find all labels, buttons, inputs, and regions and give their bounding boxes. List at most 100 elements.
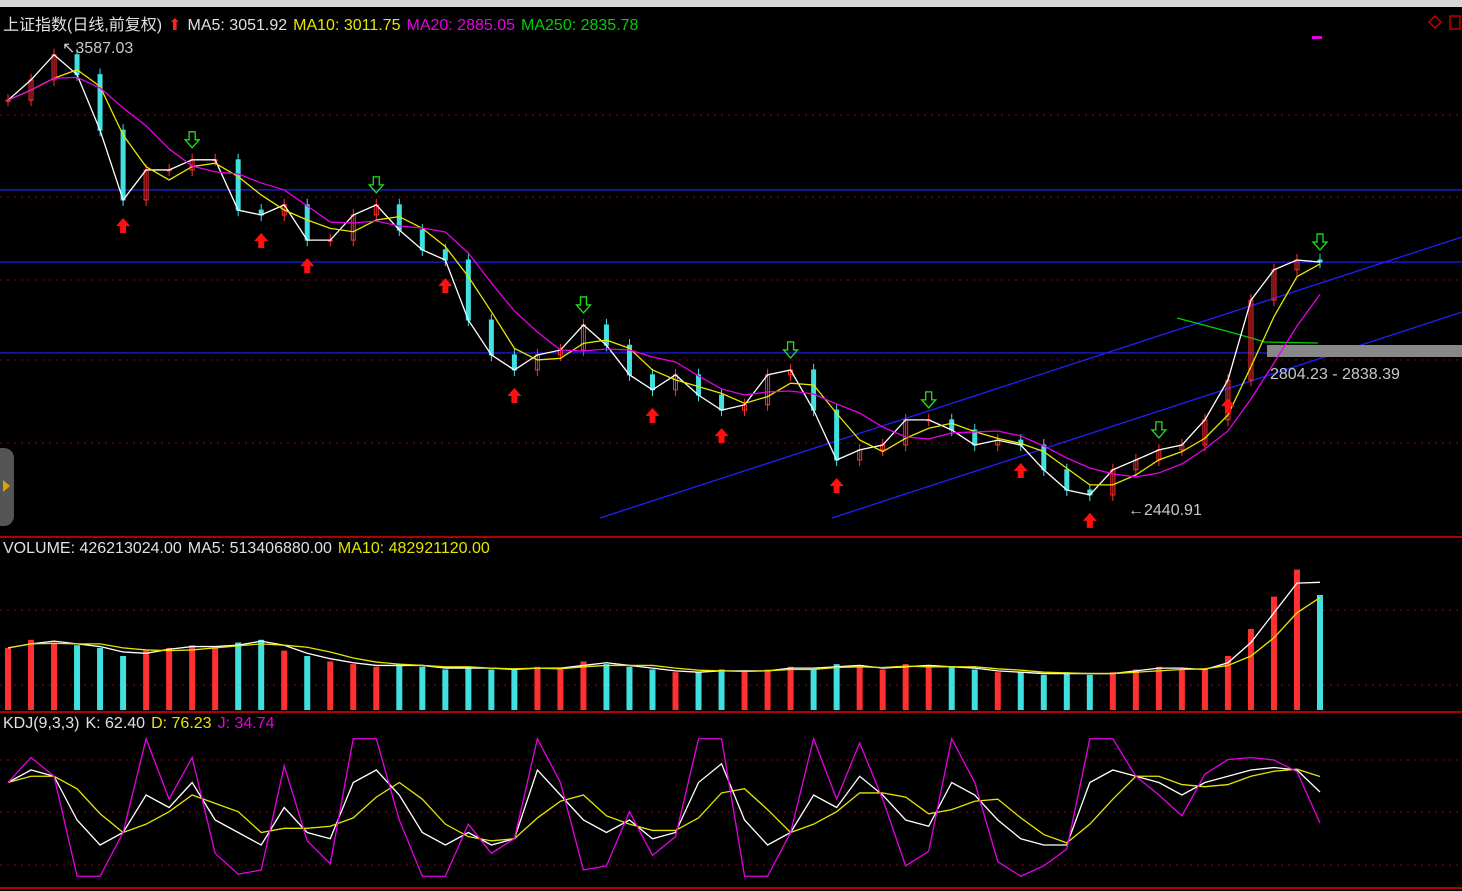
volume-bar xyxy=(925,666,932,710)
volume-bar xyxy=(1224,656,1231,710)
candle xyxy=(511,354,517,371)
buy-signal-arrow-icon xyxy=(1013,463,1028,479)
kdj-header: KDJ(9,3,3) K: 62.40 D: 76.23 J: 34.74 xyxy=(3,715,281,733)
square-icon[interactable] xyxy=(1449,15,1461,30)
kdj-k-value: K: 62.40 xyxy=(85,715,146,732)
volume-bar xyxy=(879,669,886,710)
ma10-value: MA10: 3011.75 xyxy=(293,17,401,34)
volume-bar xyxy=(1247,629,1254,710)
buy-signal-arrow-icon xyxy=(438,278,453,294)
candle xyxy=(603,324,609,346)
candle xyxy=(1064,469,1070,491)
volume-ma5-line xyxy=(7,581,1321,675)
volume-bar xyxy=(419,666,426,710)
volume-bar xyxy=(626,666,633,710)
volume-bar xyxy=(787,666,794,710)
candle xyxy=(949,419,955,431)
kdj-d-value: D: 76.23 xyxy=(151,715,212,732)
window-top-bar xyxy=(0,0,1462,7)
volume-bar xyxy=(373,666,380,710)
volume-bar xyxy=(764,669,771,710)
volume-bar xyxy=(971,669,978,710)
volume-bar xyxy=(304,656,311,710)
low-price-label: ←2440.91 xyxy=(1128,502,1202,519)
volume-bar xyxy=(281,650,288,710)
kdj-j-value: J: 34.74 xyxy=(217,715,275,732)
volume-bar xyxy=(994,672,1001,710)
buy-signal-arrow-icon xyxy=(1082,512,1097,528)
sell-signal-arrow-icon xyxy=(782,341,800,359)
kdj-panel xyxy=(7,736,1321,877)
side-panel-toggle[interactable] xyxy=(0,448,14,526)
volume-bar xyxy=(1155,666,1162,710)
ma10-line xyxy=(7,69,1321,486)
ma20-value: MA20: 2885.05 xyxy=(406,17,516,34)
volume-bar xyxy=(74,645,81,710)
candle xyxy=(719,394,725,411)
buy-signal-arrow-icon xyxy=(254,232,269,248)
volume-bar xyxy=(350,664,357,710)
ma5-value: MA5: 3051.92 xyxy=(187,17,288,34)
buy-signal-arrow-icon xyxy=(507,387,522,403)
buy-signal-arrow-icon xyxy=(645,407,660,423)
trendline-upper[interactable] xyxy=(599,236,1462,519)
sell-signal-arrow-icon xyxy=(920,391,938,409)
volume-bar xyxy=(212,647,219,710)
volume-bar xyxy=(396,664,403,710)
volume-bar xyxy=(649,669,656,710)
volume-bar xyxy=(1040,674,1047,710)
candle xyxy=(97,74,103,131)
volume-bar xyxy=(741,672,748,710)
range-label: 2804.23 - 2838.39 xyxy=(1270,366,1400,383)
volume-bar xyxy=(465,666,472,710)
volume-ma10-value: MA10: 482921120.00 xyxy=(337,540,490,557)
marker-icon xyxy=(1312,36,1322,39)
volume-bar xyxy=(5,647,11,710)
diamond-icon[interactable] xyxy=(1427,14,1443,30)
price-panel xyxy=(5,48,1329,528)
trendline-lower[interactable] xyxy=(831,311,1462,519)
candle xyxy=(811,369,817,411)
volume-bar xyxy=(189,645,196,710)
volume-bar xyxy=(511,669,518,710)
volume-value: VOLUME: 426213024.00 xyxy=(3,540,182,557)
volume-ma5-value: MA5: 513406880.00 xyxy=(187,540,332,557)
volume-bar xyxy=(442,669,449,710)
volume-header: VOLUME: 426213024.00 MA5: 513406880.00 MA1… xyxy=(3,540,496,558)
price-header: 上证指数(日线,前复权) ⬆ MA5: 3051.92 MA10: 3011.75 MA… xyxy=(3,11,644,35)
sell-signal-arrow-icon xyxy=(575,296,592,314)
candle xyxy=(834,409,840,461)
volume-bar xyxy=(1017,672,1024,710)
up-arrow-icon: ⬆ xyxy=(168,17,182,34)
candle xyxy=(304,204,310,241)
volume-bar xyxy=(902,664,909,710)
candle xyxy=(465,259,471,321)
volume-bar xyxy=(97,647,104,710)
buy-signal-arrow-icon xyxy=(714,428,729,444)
volume-bar xyxy=(580,661,587,710)
volume-bar xyxy=(1178,669,1185,710)
candle xyxy=(235,159,241,211)
price-range-box[interactable] xyxy=(1267,345,1462,357)
volume-bar xyxy=(1270,596,1277,710)
volume-bar xyxy=(1201,669,1208,710)
volume-bar xyxy=(258,639,265,710)
kdj-d-line xyxy=(7,768,1321,844)
chart-title: 上证指数(日线,前复权) xyxy=(3,17,163,34)
volume-bar xyxy=(51,642,58,710)
volume-panel xyxy=(5,569,1323,710)
ma5-line xyxy=(7,53,1321,496)
kdj-k-line xyxy=(7,762,1321,846)
volume-bar xyxy=(672,672,679,710)
candle xyxy=(696,374,702,396)
candle xyxy=(649,374,655,391)
volume-bar xyxy=(1086,674,1093,710)
candle xyxy=(120,129,126,201)
kdj-j-line xyxy=(7,736,1321,877)
volume-bar xyxy=(143,650,150,710)
high-price-label: ↖3587.03 xyxy=(62,40,134,57)
toolbar-icons xyxy=(1312,14,1461,39)
volume-bar xyxy=(557,669,564,710)
buy-signal-arrow-icon xyxy=(116,217,131,233)
